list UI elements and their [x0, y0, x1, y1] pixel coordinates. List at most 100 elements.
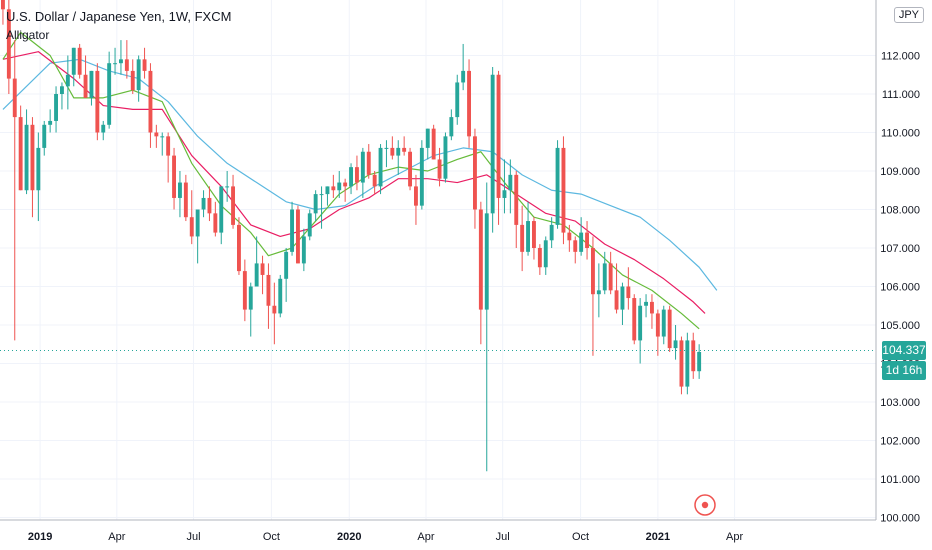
- price-axis[interactable]: 100.000101.000102.000103.000104.000105.0…: [875, 0, 932, 550]
- indicator-label[interactable]: Alligator: [6, 28, 50, 42]
- event-marker[interactable]: [694, 494, 716, 516]
- candle: [290, 201, 294, 256]
- candle-body: [77, 47, 82, 75]
- candle: [543, 236, 548, 275]
- candle-body: [313, 194, 318, 214]
- candle: [679, 336, 684, 395]
- candle: [408, 147, 412, 191]
- candle-body: [467, 70, 471, 137]
- candle-body: [608, 263, 613, 291]
- candle-body: [6, 9, 11, 79]
- candle: [296, 205, 300, 264]
- candle-body: [667, 309, 672, 349]
- candle-body: [307, 213, 312, 237]
- time-tick-label: Apr: [726, 531, 743, 543]
- candle-body: [343, 182, 348, 187]
- candle-body: [113, 63, 117, 65]
- candle-body: [596, 290, 601, 295]
- candle: [166, 132, 171, 183]
- candle-body: [655, 313, 660, 337]
- candle-body: [561, 147, 566, 233]
- candle: [655, 309, 660, 356]
- candle-body: [254, 263, 259, 287]
- candle: [254, 236, 259, 287]
- price-tick-label: 105.000: [880, 320, 920, 332]
- candle: [124, 40, 129, 79]
- candle-body: [71, 47, 76, 75]
- candle-body: [496, 74, 501, 198]
- candle-body: [591, 248, 595, 295]
- candle-body: [290, 209, 294, 252]
- candle: [360, 147, 365, 198]
- candle: [160, 132, 165, 156]
- candle-body: [526, 221, 530, 252]
- candle-body: [614, 290, 619, 310]
- candle: [136, 55, 141, 102]
- candle: [537, 244, 542, 275]
- chart-legend: U.S. Dollar / Japanese Yen, 1W, FXCM All…: [6, 8, 231, 44]
- candle-body: [360, 151, 365, 183]
- candle-body: [644, 301, 648, 306]
- candle: [526, 201, 530, 256]
- candle-body: [130, 70, 135, 91]
- candle: [219, 186, 224, 245]
- symbol-title[interactable]: U.S. Dollar / Japanese Yen, 1W, FXCM: [6, 9, 232, 24]
- candle-body: [337, 182, 342, 191]
- candle: [130, 59, 135, 94]
- candle: [502, 159, 507, 214]
- candle: [579, 217, 584, 256]
- price-tick-label: 102.000: [880, 436, 920, 448]
- candle-body: [461, 70, 466, 83]
- candle-body: [508, 174, 513, 191]
- candle: [644, 294, 648, 318]
- candle-body: [319, 194, 324, 196]
- candle-body: [301, 236, 306, 264]
- candle: [490, 67, 495, 233]
- candle-body: [626, 286, 631, 299]
- candle-body: [325, 186, 330, 195]
- time-tick-label: Apr: [108, 531, 125, 543]
- candle: [119, 40, 123, 75]
- candle-body: [355, 167, 359, 183]
- candle-body: [390, 147, 395, 156]
- candle: [378, 144, 383, 195]
- time-tick-label: Apr: [417, 531, 434, 543]
- candle: [54, 86, 58, 133]
- last-price-label: 104.337: [882, 340, 926, 360]
- candle-body: [396, 147, 401, 156]
- candle-body: [537, 248, 542, 268]
- time-axis[interactable]: 2019 Apr Jul Oct 2020 Apr Jul Oct 2021 Apr: [0, 519, 876, 543]
- candle: [467, 59, 471, 148]
- candle: [195, 209, 200, 264]
- candle: [260, 255, 265, 295]
- candle-body: [237, 224, 241, 272]
- candle: [667, 305, 672, 352]
- candle: [172, 147, 176, 210]
- candle-body: [455, 82, 460, 118]
- candle: [449, 109, 454, 141]
- candle: [661, 305, 666, 345]
- candle-body: [378, 147, 383, 187]
- candle-body: [484, 213, 489, 310]
- candle: [207, 186, 212, 222]
- candle-body: [166, 136, 171, 156]
- currency-badge[interactable]: JPY: [893, 7, 924, 23]
- time-tick-label: Jul: [496, 531, 510, 543]
- candle-body: [231, 186, 235, 225]
- candle-body: [414, 186, 418, 206]
- candle: [331, 174, 336, 198]
- candle: [178, 171, 182, 218]
- candle-body: [83, 74, 88, 98]
- candle-body: [473, 136, 477, 210]
- candle: [272, 282, 277, 345]
- candle: [596, 263, 601, 318]
- price-tick-label: 100.000: [880, 513, 920, 525]
- candle-body: [242, 271, 247, 310]
- candle: [437, 147, 442, 187]
- candle-body: [437, 159, 442, 179]
- candle-body: [685, 340, 690, 387]
- candle: [585, 221, 589, 260]
- candle-body: [502, 190, 507, 198]
- candle: [484, 182, 489, 472]
